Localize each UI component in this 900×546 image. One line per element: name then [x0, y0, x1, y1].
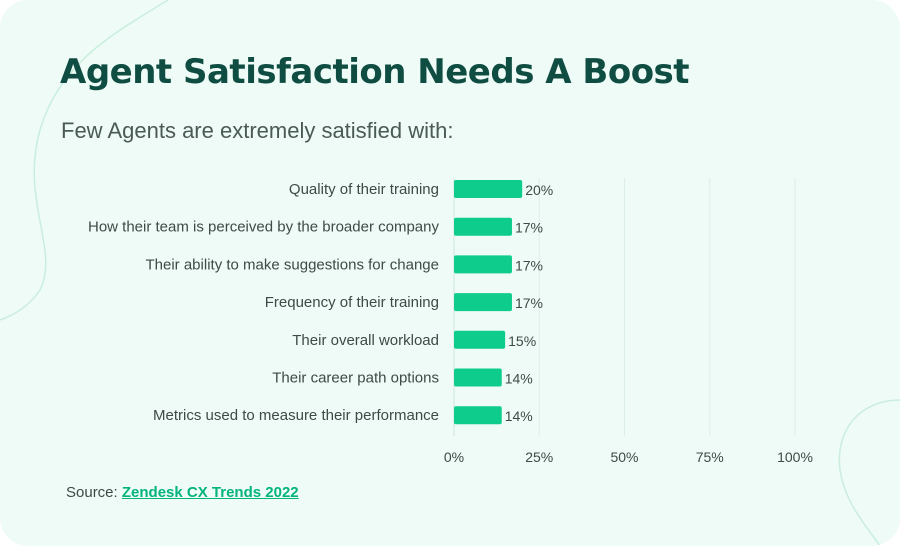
bar — [454, 368, 502, 387]
bar — [454, 330, 506, 349]
value-label: 17% — [515, 257, 543, 273]
x-tick-label: 75% — [696, 449, 724, 465]
value-label: 14% — [505, 371, 533, 387]
bar — [454, 180, 523, 198]
category-label: How their team is perceived by the broad… — [88, 219, 440, 236]
category-label: Their career path options — [272, 370, 439, 387]
source-line: Source: Zendesk CX Trends 2022 — [66, 484, 299, 501]
x-tick-label: 100% — [777, 449, 813, 465]
value-label: 20% — [525, 182, 553, 198]
x-tick-label: 25% — [525, 449, 553, 465]
chart-title: Agent Satisfaction Needs A Boost — [60, 52, 690, 92]
category-label: Their overall workload — [292, 332, 439, 349]
bar — [454, 406, 502, 425]
source-link[interactable]: Zendesk CX Trends 2022 — [121, 484, 299, 501]
value-label: 15% — [508, 333, 536, 349]
value-label: 17% — [515, 220, 543, 236]
source-prefix: Source: — [66, 484, 118, 501]
category-label: Quality of their training — [289, 181, 439, 198]
category-label: Metrics used to measure their performanc… — [153, 407, 439, 424]
x-tick-label: 50% — [610, 449, 638, 465]
value-label: 14% — [505, 408, 533, 424]
labels: 0% 25% 50% 75% 100% Quality of their training… — [88, 181, 813, 465]
category-label: Frequency of their training — [265, 294, 439, 311]
category-label: Their ability to make suggestions for ch… — [146, 256, 440, 273]
bars — [454, 180, 523, 425]
value-label: 17% — [515, 295, 543, 311]
bar — [454, 293, 512, 312]
x-tick-label: 0% — [444, 449, 464, 465]
chart-subtitle: Few Agents are extremely satisfied with: — [61, 118, 454, 143]
bar — [454, 255, 512, 274]
bar — [454, 217, 512, 236]
